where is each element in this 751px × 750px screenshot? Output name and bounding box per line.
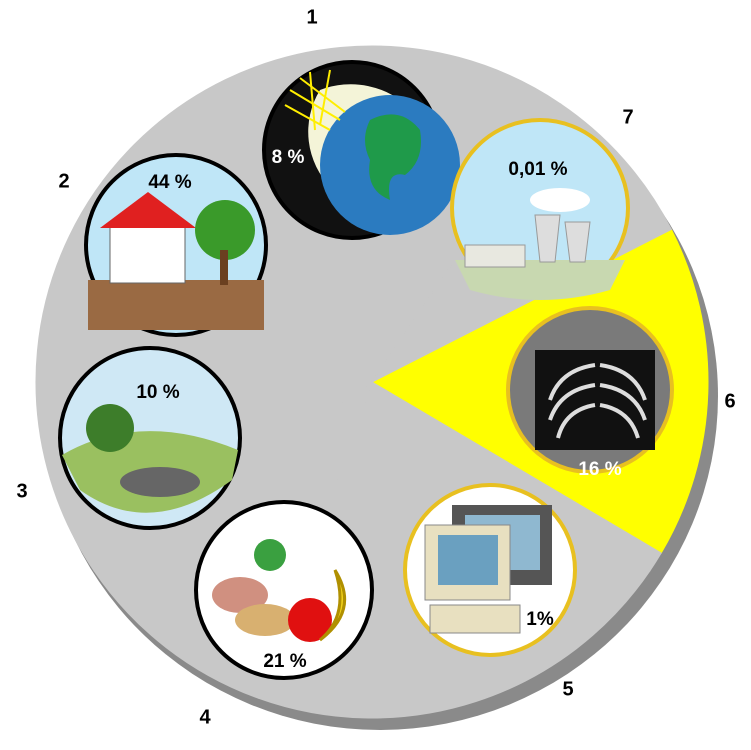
ground xyxy=(88,280,264,330)
value-label: 16 % xyxy=(578,459,621,480)
value-label: 1% xyxy=(526,609,554,630)
roof xyxy=(100,192,196,228)
tower xyxy=(534,214,561,263)
greens xyxy=(254,539,286,571)
banana xyxy=(319,569,347,642)
meat xyxy=(212,577,268,613)
tree xyxy=(195,200,255,260)
bread xyxy=(235,604,295,636)
labels: 1 8 % 2 44 % 3 10 % 4 21 % 5 1% 6 16 % 7 0,01 % xyxy=(16,6,735,728)
slice-number: 2 xyxy=(58,170,69,192)
tree xyxy=(86,404,134,452)
rocks xyxy=(120,467,200,497)
house xyxy=(109,224,186,284)
icons xyxy=(58,60,674,680)
steam xyxy=(530,188,590,212)
rays xyxy=(284,69,346,131)
building xyxy=(464,244,526,268)
slice-number: 1 xyxy=(306,6,317,28)
value-label: 10 % xyxy=(136,382,179,403)
value-label: 8 % xyxy=(272,147,305,168)
slice-number: 3 xyxy=(16,480,27,502)
value-label: 44 % xyxy=(148,172,191,193)
apple xyxy=(288,598,332,642)
slice-number: 4 xyxy=(199,706,211,728)
trunk xyxy=(220,250,228,285)
land xyxy=(365,114,421,200)
slice-number: 6 xyxy=(724,390,735,412)
value-label: 21 % xyxy=(263,651,306,672)
ribs xyxy=(548,363,647,439)
tower xyxy=(564,221,591,263)
slice-number: 7 xyxy=(622,106,633,128)
slice-number: 5 xyxy=(562,678,573,700)
monitor-screen xyxy=(438,535,498,585)
keyboard xyxy=(429,604,521,634)
value-label: 0,01 % xyxy=(508,159,567,180)
ground xyxy=(455,260,625,300)
